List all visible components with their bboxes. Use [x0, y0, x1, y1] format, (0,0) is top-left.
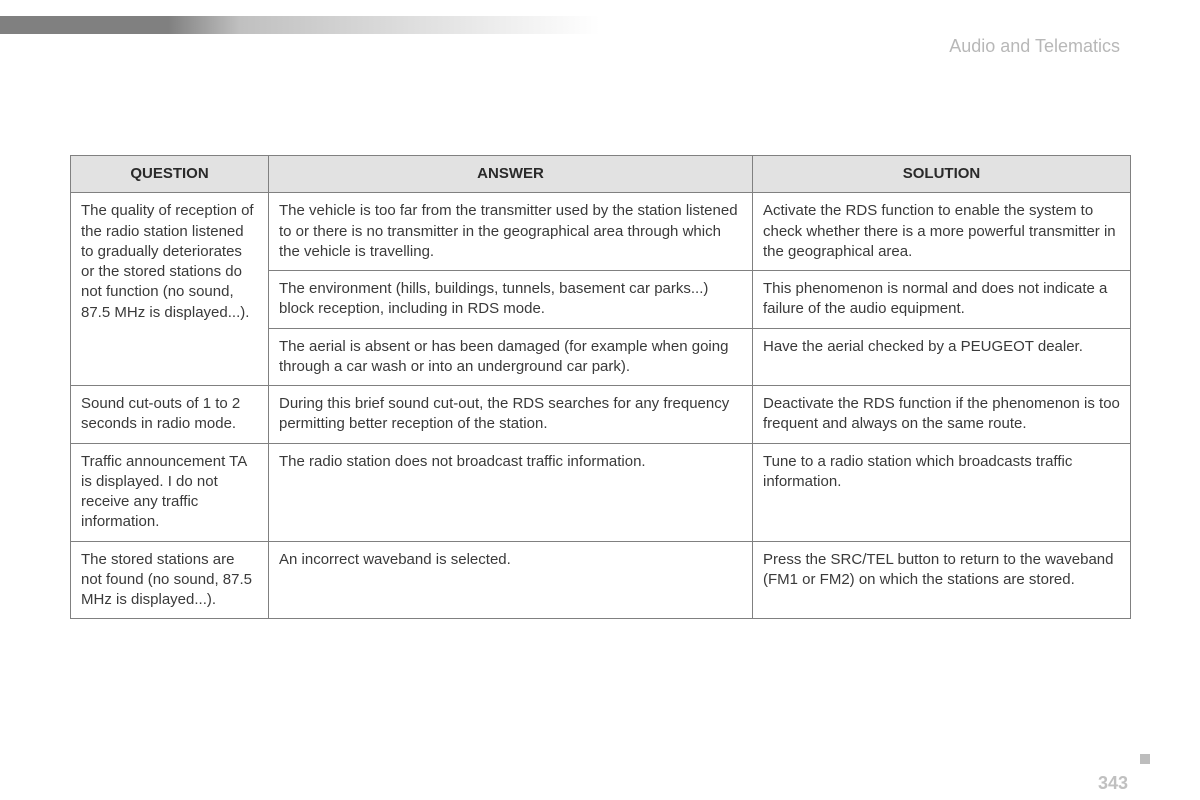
cell-answer: The environment (hills, buildings, tunne…: [269, 271, 753, 329]
cell-question: The stored stations are not found (no so…: [71, 541, 269, 619]
cell-question: The quality of reception of the radio st…: [71, 193, 269, 386]
cell-solution: Press the SRC/TEL button to return to th…: [753, 541, 1131, 619]
col-header-solution: SOLUTION: [753, 156, 1131, 193]
col-header-question: QUESTION: [71, 156, 269, 193]
cell-answer: During this brief sound cut-out, the RDS…: [269, 386, 753, 444]
cell-solution: Deactivate the RDS function if the pheno…: [753, 386, 1131, 444]
cell-answer: An incorrect waveband is selected.: [269, 541, 753, 619]
table-row: Sound cut-outs of 1 to 2 seconds in radi…: [71, 386, 1131, 444]
faq-table: QUESTION ANSWER SOLUTION The quality of …: [70, 155, 1131, 619]
table-row: The stored stations are not found (no so…: [71, 541, 1131, 619]
cell-answer: The aerial is absent or has been damaged…: [269, 328, 753, 386]
top-gradient-bar: [0, 16, 600, 34]
table-header: QUESTION ANSWER SOLUTION: [71, 156, 1131, 193]
cell-question: Traffic announcement TA is displayed. I …: [71, 443, 269, 541]
cell-answer: The radio station does not broadcast tra…: [269, 443, 753, 541]
cell-solution: This phenomenon is normal and does not i…: [753, 271, 1131, 329]
cell-question: Sound cut-outs of 1 to 2 seconds in radi…: [71, 386, 269, 444]
document-page: Audio and Telematics QUESTION ANSWER SOL…: [0, 0, 1200, 800]
cell-solution: Activate the RDS function to enable the …: [753, 193, 1131, 271]
corner-marker: [1140, 754, 1150, 764]
cell-solution: Have the aerial checked by a PEUGEOT dea…: [753, 328, 1131, 386]
cell-solution: Tune to a radio station which broadcasts…: [753, 443, 1131, 541]
table-row: Traffic announcement TA is displayed. I …: [71, 443, 1131, 541]
col-header-answer: ANSWER: [269, 156, 753, 193]
page-number: 343: [1098, 773, 1128, 794]
section-title: Audio and Telematics: [949, 36, 1120, 57]
cell-answer: The vehicle is too far from the transmit…: [269, 193, 753, 271]
table-row: The quality of reception of the radio st…: [71, 193, 1131, 271]
